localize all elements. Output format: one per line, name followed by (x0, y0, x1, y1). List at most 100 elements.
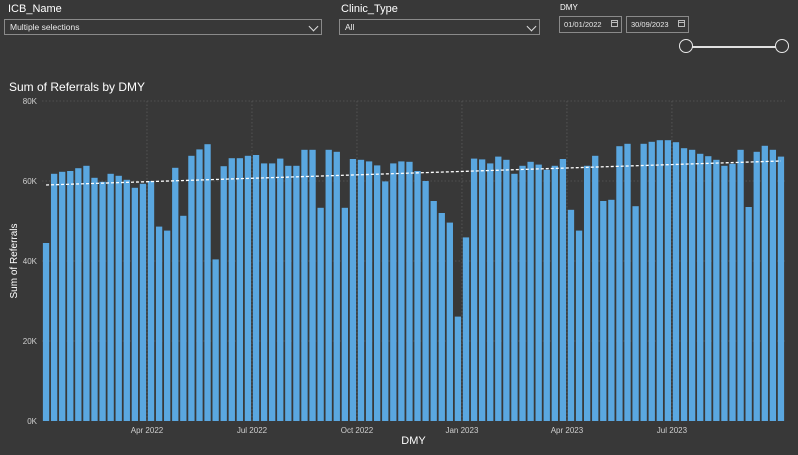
bar (688, 149, 696, 422)
bar (147, 181, 155, 421)
bar (583, 165, 591, 421)
bar (543, 169, 550, 421)
bar (390, 163, 397, 421)
bar (260, 163, 268, 421)
bar (115, 175, 122, 421)
y-tick-label: 80K (23, 97, 38, 106)
bar (99, 181, 106, 421)
bar (656, 140, 663, 421)
bar (341, 207, 349, 421)
y-tick-label: 60K (23, 177, 38, 186)
bar (729, 163, 736, 422)
y-tick-label: 40K (23, 257, 38, 266)
bar (551, 165, 558, 421)
bar (188, 155, 195, 422)
bar (672, 142, 680, 421)
bar (487, 163, 494, 421)
bar (406, 161, 413, 422)
bar (527, 161, 534, 422)
bar (123, 179, 130, 421)
bar (50, 173, 58, 421)
bar (212, 259, 219, 421)
bar (398, 161, 405, 421)
bar (575, 230, 583, 421)
bar (244, 155, 252, 422)
x-tick-label: Jul 2023 (657, 426, 688, 435)
icb-dropdown[interactable]: Multiple selections (4, 19, 322, 35)
clinic-dropdown-value: All (345, 22, 355, 32)
start-date-value: 01/01/2022 (564, 20, 602, 29)
bar (640, 143, 647, 422)
trend-line (46, 160, 781, 186)
bar (301, 149, 308, 422)
bar (155, 226, 163, 421)
bar (616, 146, 623, 421)
bar (680, 148, 688, 421)
bar (59, 171, 66, 421)
bar (107, 173, 114, 421)
bar (648, 141, 655, 422)
calendar-icon[interactable] (611, 20, 618, 27)
bar (269, 163, 276, 421)
bar (357, 159, 365, 422)
bar (91, 177, 98, 421)
bar (721, 165, 728, 421)
clinic-dropdown[interactable]: All (339, 19, 540, 35)
bar (180, 215, 187, 421)
x-tick-label: Apr 2023 (551, 426, 584, 435)
bar (252, 155, 260, 421)
bar (42, 243, 50, 421)
bar (761, 145, 768, 422)
x-tick-label: Jan 2023 (445, 426, 478, 435)
bar (632, 206, 639, 421)
bar (478, 159, 486, 421)
bar (349, 159, 357, 421)
dmy-slicer-label: DMY (560, 3, 578, 12)
bar (511, 173, 518, 421)
bar (430, 201, 437, 421)
bar (664, 140, 672, 421)
bar (414, 171, 421, 421)
bar (592, 155, 599, 422)
slider-start-handle[interactable] (679, 39, 693, 53)
bar (438, 213, 445, 421)
bar (462, 237, 470, 421)
bar (608, 199, 615, 421)
bar (737, 149, 744, 422)
bar (139, 183, 147, 421)
bar (325, 149, 332, 422)
bar (422, 181, 429, 421)
icb-dropdown-value: Multiple selections (10, 22, 80, 32)
chart-title: Sum of Referrals by DMY (9, 80, 146, 94)
end-date-input[interactable]: 30/09/2023 (626, 16, 689, 33)
bar (228, 158, 235, 421)
date-range-slider-track[interactable] (686, 46, 782, 48)
bar (777, 156, 785, 421)
bar (285, 165, 292, 421)
bar (196, 149, 203, 421)
bar (317, 207, 324, 421)
bar (697, 153, 704, 422)
bar (535, 164, 542, 421)
slider-end-handle[interactable] (775, 39, 789, 53)
bar (519, 165, 526, 421)
bar (204, 144, 211, 421)
start-date-input[interactable]: 01/01/2022 (559, 16, 622, 33)
bar (470, 158, 478, 421)
bar (745, 207, 752, 421)
bar (365, 161, 373, 421)
x-tick-label: Oct 2022 (341, 426, 374, 435)
bar (454, 316, 462, 421)
end-date-value: 30/09/2023 (631, 20, 669, 29)
bar (236, 158, 244, 421)
bar (713, 159, 720, 422)
bar (164, 230, 171, 421)
bar (559, 159, 567, 421)
bar (220, 166, 227, 421)
bar (131, 187, 139, 421)
y-tick-label: 0K (27, 417, 37, 426)
calendar-icon[interactable] (678, 20, 685, 27)
bar (333, 151, 340, 422)
clinic-slicer-label: Clinic_Type (341, 3, 398, 15)
